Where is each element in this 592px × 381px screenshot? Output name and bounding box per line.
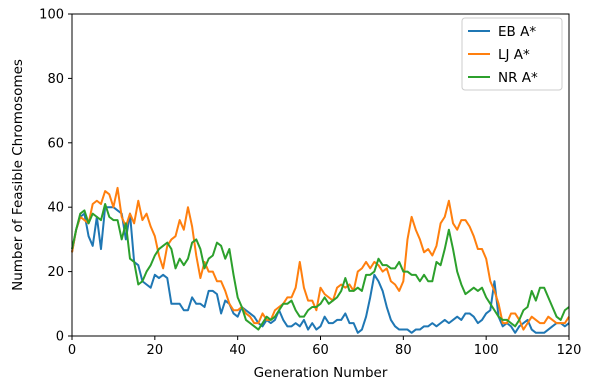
- series-line-1: [71, 186, 570, 331]
- y-tick-label: 100: [39, 8, 64, 23]
- legend: EB A* LJ A* NR A*: [461, 17, 563, 91]
- series-layer: [71, 186, 570, 334]
- legend-label-eb: EB A*: [498, 24, 536, 40]
- series-line-2: [71, 202, 570, 331]
- x-tick-label: 0: [68, 343, 76, 358]
- y-tick-label: 80: [47, 72, 64, 87]
- legend-label-nr: NR A*: [498, 70, 538, 86]
- series-line-0: [71, 206, 570, 334]
- x-tick-label: 20: [147, 343, 164, 358]
- x-tick-label: 40: [229, 343, 246, 358]
- y-tick-label: 40: [47, 201, 64, 216]
- x-tick-label: 80: [395, 343, 412, 358]
- x-tick-label: 120: [557, 343, 582, 358]
- x-axis-label: Generation Number: [254, 365, 388, 381]
- y-tick-label: 60: [47, 136, 64, 151]
- y-tick-label: 20: [47, 265, 64, 280]
- y-axis: 0 20 40 60 80 100: [39, 8, 72, 345]
- x-axis: 0 20 40 60 80 100 120: [68, 336, 582, 358]
- legend-box: [461, 17, 563, 91]
- x-tick-label: 60: [312, 343, 329, 358]
- x-tick-label: 100: [474, 343, 499, 358]
- legend-label-lj: LJ A*: [498, 47, 530, 63]
- y-tick-label: 0: [56, 330, 64, 345]
- y-axis-label: Number of Feasible Chromosomes: [10, 59, 26, 291]
